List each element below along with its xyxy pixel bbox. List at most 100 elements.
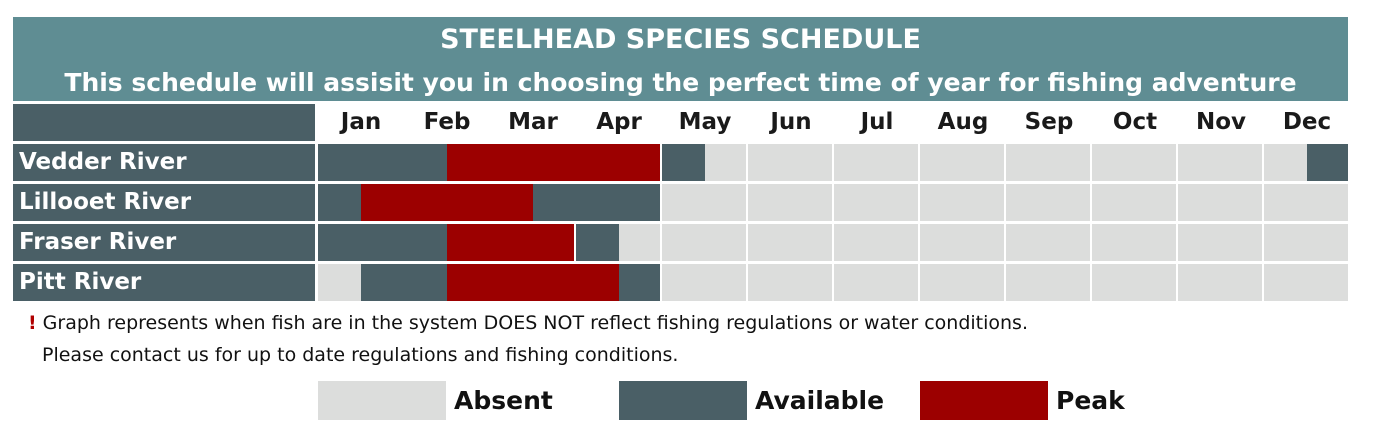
cell-pitt-river-oct-early xyxy=(1092,264,1135,301)
cell-lillooet-river-apr-late xyxy=(619,184,660,221)
cell-vedder-river-mar-late xyxy=(533,144,576,181)
cell-lillooet-river-jun-late xyxy=(791,184,832,221)
cell-pitt-river-aug-late xyxy=(963,264,1004,301)
cell-fraser-river-feb-late xyxy=(447,224,490,261)
cell-vedder-river-dec-late xyxy=(1307,144,1348,181)
cell-lillooet-river-sep-late xyxy=(1049,184,1090,221)
disclaimer-line-1: ! Graph represents when fish are in the s… xyxy=(28,310,1028,336)
cell-vedder-river-may-early xyxy=(662,144,705,181)
cell-lillooet-river-may-early xyxy=(662,184,705,221)
cell-lillooet-river-jun-early xyxy=(748,184,791,221)
cell-vedder-river-jan-late xyxy=(361,144,404,181)
cell-vedder-river-nov-late xyxy=(1221,144,1262,181)
month-header-jan: Jan xyxy=(340,109,382,135)
month-header-oct: Oct xyxy=(1112,109,1158,135)
cell-vedder-river-aug-late xyxy=(963,144,1004,181)
cell-vedder-river-jul-late xyxy=(877,144,918,181)
warning-icon: ! xyxy=(28,312,37,334)
cell-vedder-river-mar-early xyxy=(490,144,533,181)
cell-fraser-river-sep-early xyxy=(1006,224,1049,261)
cell-fraser-river-sep-late xyxy=(1049,224,1090,261)
cell-pitt-river-dec-late xyxy=(1307,264,1348,301)
cell-pitt-river-apr-late xyxy=(619,264,660,301)
cell-fraser-river-aug-early xyxy=(920,224,963,261)
legend-swatch-absent xyxy=(318,381,446,420)
cell-fraser-river-mar-late xyxy=(533,224,574,261)
row-label-pitt-river: Pitt River xyxy=(13,264,315,301)
cell-lillooet-river-oct-late xyxy=(1135,184,1176,221)
month-header-aug: Aug xyxy=(937,109,989,135)
chart-subtitle: This schedule will assisit you in choosi… xyxy=(64,68,1297,97)
legend-label-peak: Peak xyxy=(1056,386,1125,415)
cell-vedder-river-oct-early xyxy=(1092,144,1135,181)
cell-fraser-river-jun-early xyxy=(748,224,791,261)
cell-pitt-river-mar-early xyxy=(490,264,533,301)
cell-vedder-river-nov-early xyxy=(1178,144,1221,181)
cell-pitt-river-feb-late xyxy=(447,264,490,301)
chart-header: STEELHEAD SPECIES SCHEDULE This schedule… xyxy=(13,17,1348,101)
cell-vedder-river-aug-early xyxy=(920,144,963,181)
cell-lillooet-river-apr-early xyxy=(576,184,619,221)
cell-vedder-river-apr-early xyxy=(576,144,619,181)
cell-pitt-river-may-early xyxy=(662,264,705,301)
cell-lillooet-river-jan-early xyxy=(318,184,361,221)
cell-pitt-river-jan-early xyxy=(318,264,361,301)
legend-label-available: Available xyxy=(755,386,885,415)
cell-lillooet-river-nov-early xyxy=(1178,184,1221,221)
month-header-nov: Nov xyxy=(1195,109,1247,135)
chart-title: STEELHEAD SPECIES SCHEDULE xyxy=(440,24,921,55)
cell-pitt-river-mar-late xyxy=(533,264,576,301)
cell-fraser-river-oct-early xyxy=(1092,224,1135,261)
cell-vedder-river-sep-late xyxy=(1049,144,1090,181)
cell-vedder-river-may-late xyxy=(705,144,746,181)
cell-vedder-river-apr-late xyxy=(619,144,660,181)
cell-fraser-river-feb-early xyxy=(404,224,447,261)
cell-fraser-river-jul-late xyxy=(877,224,918,261)
row-label-lillooet-river: Lillooet River xyxy=(13,184,315,221)
cell-pitt-river-sep-early xyxy=(1006,264,1049,301)
cell-lillooet-river-jan-late xyxy=(361,184,404,221)
cell-fraser-river-apr-early xyxy=(576,224,619,261)
cell-lillooet-river-feb-late xyxy=(447,184,490,221)
cell-pitt-river-may-late xyxy=(705,264,746,301)
cell-vedder-river-dec-early xyxy=(1264,144,1307,181)
disclaimer-text-1: Graph represents when fish are in the sy… xyxy=(42,312,1028,334)
cell-pitt-river-jun-early xyxy=(748,264,791,301)
cell-lillooet-river-nov-late xyxy=(1221,184,1262,221)
cell-fraser-river-nov-early xyxy=(1178,224,1221,261)
month-header-apr: Apr xyxy=(596,109,642,135)
month-header-mar: Mar xyxy=(508,109,558,135)
cell-vedder-river-jun-early xyxy=(748,144,791,181)
cell-pitt-river-jan-late xyxy=(361,264,404,301)
cell-vedder-river-feb-late xyxy=(447,144,490,181)
cell-pitt-river-dec-early xyxy=(1264,264,1307,301)
cell-fraser-river-nov-late xyxy=(1221,224,1262,261)
cell-lillooet-river-jul-late xyxy=(877,184,918,221)
cell-lillooet-river-mar-late xyxy=(533,184,576,221)
cell-fraser-river-dec-early xyxy=(1264,224,1307,261)
cell-lillooet-river-dec-late xyxy=(1307,184,1348,221)
cell-pitt-river-jul-early xyxy=(834,264,877,301)
cell-vedder-river-jun-late xyxy=(791,144,832,181)
cell-fraser-river-jan-early xyxy=(318,224,361,261)
cell-pitt-river-jun-late xyxy=(791,264,832,301)
month-header-feb: Feb xyxy=(423,109,471,135)
cell-pitt-river-aug-early xyxy=(920,264,963,301)
header-corner-cell xyxy=(13,104,315,141)
cell-lillooet-river-oct-early xyxy=(1092,184,1135,221)
month-header-jun: Jun xyxy=(770,109,812,135)
cell-pitt-river-sep-late xyxy=(1049,264,1090,301)
cell-vedder-river-sep-early xyxy=(1006,144,1049,181)
cell-vedder-river-jan-early xyxy=(318,144,361,181)
cell-lillooet-river-may-late xyxy=(705,184,746,221)
legend-label-absent: Absent xyxy=(454,386,553,415)
month-header-sep: Sep xyxy=(1024,109,1074,135)
cell-fraser-river-jul-early xyxy=(834,224,877,261)
cell-lillooet-river-sep-early xyxy=(1006,184,1049,221)
cell-fraser-river-jan-late xyxy=(361,224,404,261)
cell-lillooet-river-mar-early xyxy=(490,184,533,221)
cell-fraser-river-may-early xyxy=(662,224,705,261)
legend-swatch-available xyxy=(619,381,747,420)
cell-pitt-river-nov-late xyxy=(1221,264,1262,301)
legend-swatch-peak xyxy=(920,381,1048,420)
